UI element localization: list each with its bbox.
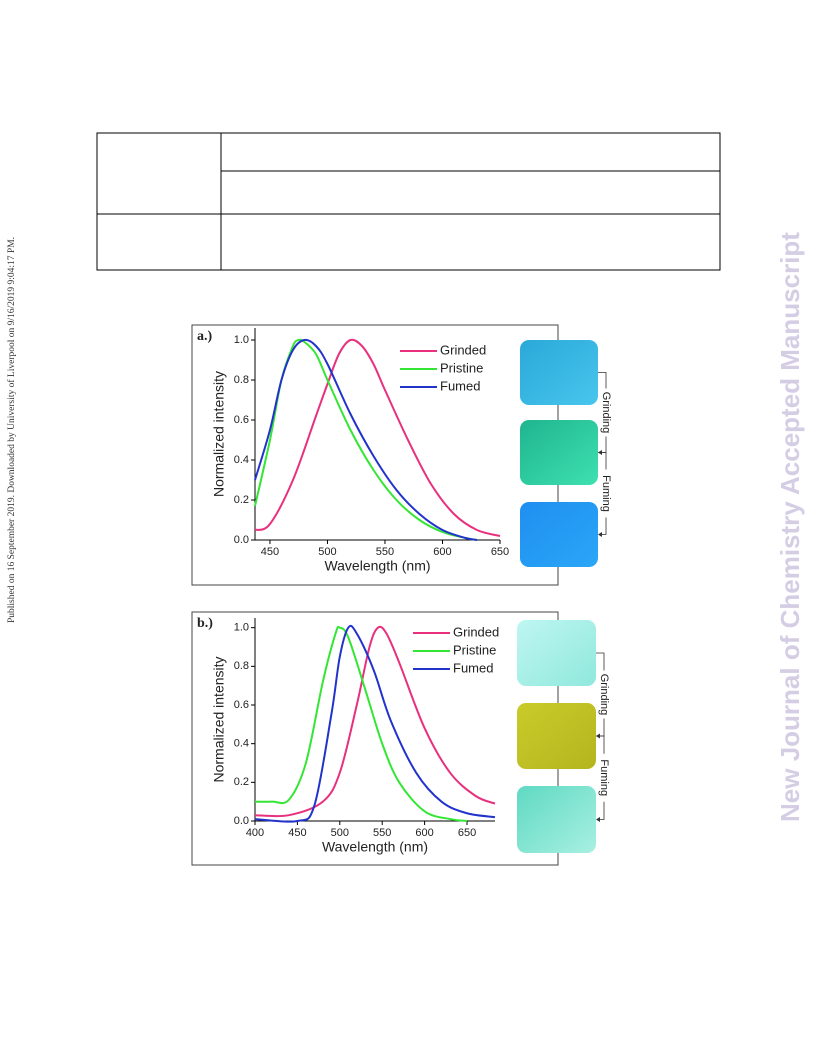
watermark: New Journal of Chemistry Accepted Manusc… <box>775 232 805 822</box>
y-tick-label: 0.2 <box>234 776 249 788</box>
photos <box>517 340 598 853</box>
label-bg <box>600 469 612 518</box>
arrow-head <box>598 532 602 537</box>
legend-label: Grinded <box>440 342 486 357</box>
x-tick-label: 600 <box>415 827 433 839</box>
legend-label: Pristine <box>440 360 483 375</box>
sidebar-note: Published on 16 September 2019. Download… <box>6 237 17 623</box>
y-tick-label: 0.0 <box>234 534 249 546</box>
panel-label: a.) <box>197 329 213 344</box>
y-tick-label: 0.8 <box>234 374 249 386</box>
y-axis-label: Normalized intensity <box>211 371 227 497</box>
label-bg <box>598 753 610 802</box>
process-label: Fuming <box>598 759 610 796</box>
series-line <box>254 624 496 823</box>
label-bg <box>598 670 610 719</box>
arrow-head <box>596 817 600 822</box>
empty-table <box>96 132 721 271</box>
y-tick-label: 1.0 <box>234 622 249 634</box>
series-line <box>254 338 478 541</box>
y-tick-label: 0.2 <box>234 494 249 506</box>
y-tick-label: 0.6 <box>234 699 249 711</box>
series-line <box>254 625 496 818</box>
process-label: Fuming <box>600 475 612 512</box>
x-tick-label: 550 <box>373 827 391 839</box>
x-tick-label: 500 <box>318 546 336 558</box>
legend-label: Grinded <box>453 624 499 639</box>
x-tick-label: 600 <box>433 546 451 558</box>
legend-label: Fumed <box>453 660 493 675</box>
x-axis-label: Wavelength (nm) <box>322 839 428 855</box>
y-tick-label: 0.4 <box>234 738 249 750</box>
x-tick-label: 400 <box>246 827 264 839</box>
y-axis-label: Normalized intensity <box>211 656 227 782</box>
legend-label: Fumed <box>440 378 480 393</box>
panel-label: b.) <box>197 616 213 631</box>
y-tick-label: 0.8 <box>234 660 249 672</box>
y-tick-label: 0.6 <box>234 414 249 426</box>
process-label: Grinding <box>600 392 612 434</box>
series-line <box>254 625 468 822</box>
x-tick-label: 550 <box>376 546 394 558</box>
y-tick-label: 0.0 <box>234 815 249 827</box>
x-tick-label: 450 <box>261 546 279 558</box>
label-bg <box>600 388 612 437</box>
x-tick-label: 650 <box>491 546 509 558</box>
y-tick-label: 0.4 <box>234 454 249 466</box>
x-axis-label: Wavelength (nm) <box>324 558 430 574</box>
x-tick-label: 450 <box>288 827 306 839</box>
x-tick-label: 650 <box>458 827 476 839</box>
x-tick-label: 500 <box>331 827 349 839</box>
process-label: Grinding <box>598 674 610 716</box>
series-line <box>254 338 501 537</box>
y-tick-label: 1.0 <box>234 334 249 346</box>
legend-label: Pristine <box>453 642 496 657</box>
